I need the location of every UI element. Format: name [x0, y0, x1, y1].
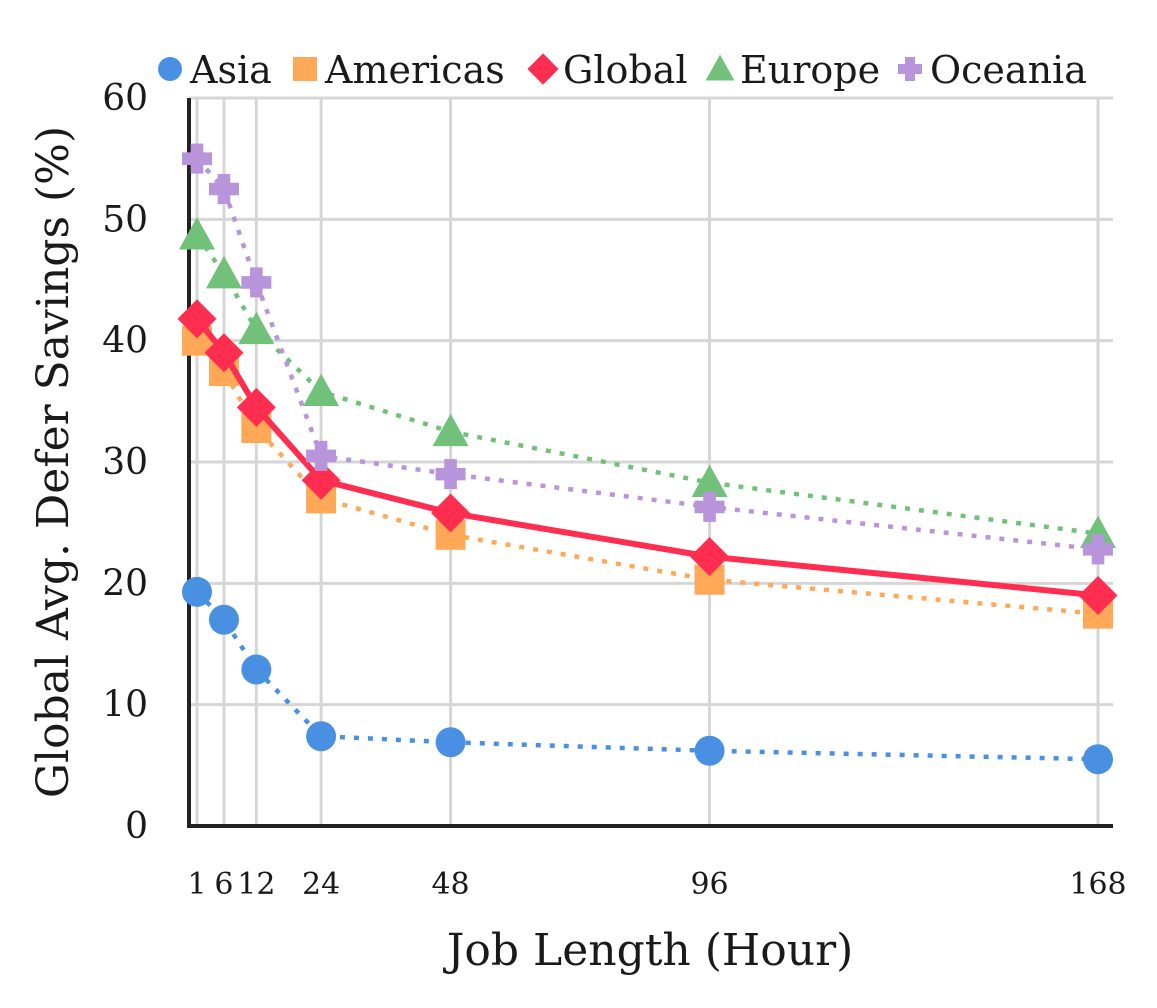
data-point [691, 464, 728, 498]
data-point [208, 604, 239, 635]
legend-label: Asia [189, 48, 272, 92]
data-point [303, 373, 340, 407]
legend-label: Americas [324, 48, 505, 92]
legend-marker [293, 57, 317, 81]
data-point [306, 721, 337, 752]
legend: Asia Americas Global Europe Oceania [158, 48, 1087, 92]
series-global [177, 299, 1118, 615]
data-point [1078, 575, 1118, 615]
data-point [432, 413, 469, 447]
data-point [1080, 515, 1116, 548]
legend-marker [527, 53, 559, 85]
legend-marker [705, 54, 735, 81]
data-point [301, 460, 341, 500]
x-tick-label: 168 [1069, 867, 1126, 902]
data-point [431, 493, 471, 533]
x-tick-label: 96 [690, 867, 728, 902]
legend-item-global: Global [527, 48, 688, 92]
x-axis-title: Job Length (Hour) [443, 925, 854, 976]
data-point [208, 174, 239, 204]
axes [187, 98, 1113, 828]
series-oceania [182, 143, 1113, 565]
x-tick-label: 1 [187, 867, 206, 902]
legend-label: Europe [740, 48, 880, 92]
data-point [1083, 744, 1113, 775]
legend-marker [898, 57, 922, 81]
grid [189, 96, 1113, 826]
data-point [694, 491, 725, 522]
series-asia [182, 576, 1113, 775]
legend-item-asia: Asia [158, 48, 272, 92]
data-point [690, 537, 730, 577]
data-point [182, 143, 212, 174]
legend-label: Global [563, 48, 688, 92]
series-group [177, 143, 1118, 775]
y-tick-label: 10 [102, 685, 148, 726]
data-point [204, 333, 244, 373]
data-point [236, 387, 276, 427]
data-point [177, 299, 217, 339]
data-point [694, 735, 725, 766]
data-point [205, 255, 242, 289]
data-point [238, 311, 275, 345]
y-tick-label: 50 [102, 199, 148, 240]
y-tick-label: 60 [102, 78, 148, 119]
data-point [435, 727, 466, 758]
data-point [241, 267, 272, 298]
data-point [306, 440, 337, 471]
y-tick-label: 0 [125, 806, 148, 847]
legend-item-oceania: Oceania [898, 48, 1087, 92]
x-tick-label: 24 [302, 867, 340, 902]
data-point [435, 459, 466, 490]
y-tick-label: 20 [102, 563, 148, 604]
data-point [179, 217, 215, 250]
x-tick-label: 12 [237, 867, 275, 902]
x-tick-labels: 1 6 12 24 48 96 168 [187, 867, 1126, 902]
legend-item-europe: Europe [705, 48, 880, 92]
data-point [1083, 534, 1113, 565]
x-tick-label: 6 [214, 867, 233, 902]
data-point [241, 654, 272, 685]
x-tick-label: 48 [431, 867, 469, 902]
y-tick-label: 40 [102, 321, 148, 362]
legend-marker [158, 57, 182, 81]
y-tick-labels: 0 10 20 30 40 50 60 [102, 78, 148, 847]
data-point [182, 576, 212, 607]
legend-label: Oceania [930, 48, 1087, 92]
y-axis-title: Global Avg. Defer Savings (%) [28, 126, 79, 798]
y-tick-label: 30 [102, 442, 148, 483]
series-europe [179, 217, 1116, 548]
legend-item-americas: Americas [293, 48, 505, 92]
